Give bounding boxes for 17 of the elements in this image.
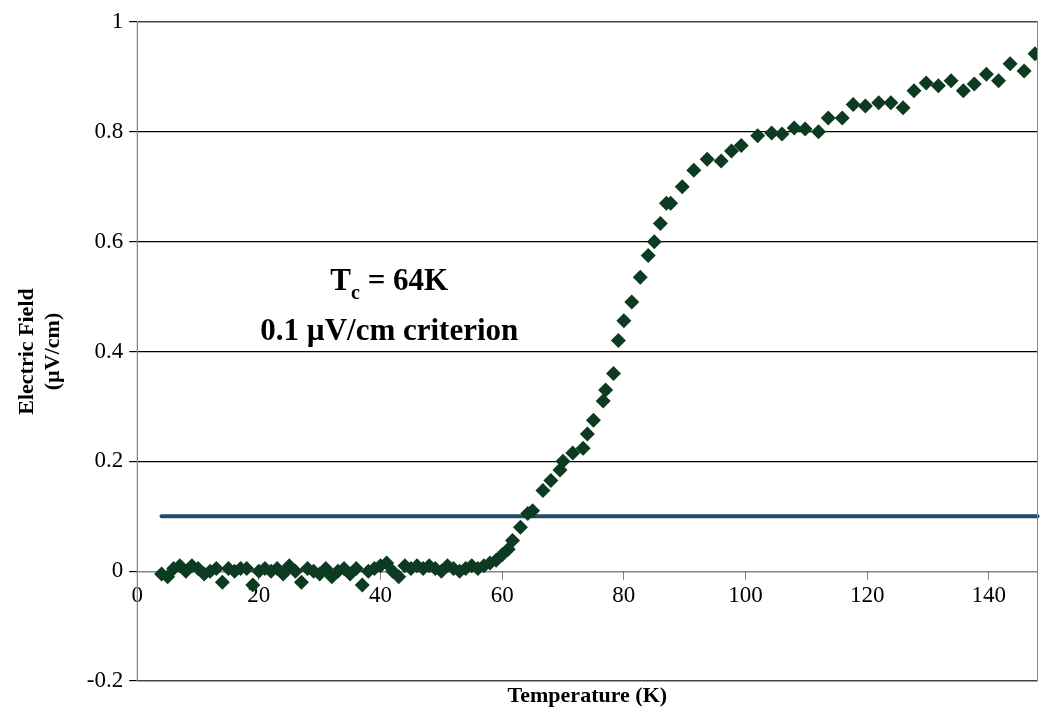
y-tick-label: 0.6 — [94, 227, 124, 253]
y-axis-title: Electric Field (µV/cm) — [12, 288, 65, 415]
x-tick-label: 0 — [131, 582, 143, 608]
x-tick-label: 120 — [849, 582, 885, 608]
y-tick-label: 0.2 — [94, 447, 124, 473]
x-tick-label: 60 — [490, 582, 514, 608]
y-tick-label: 0.4 — [94, 337, 124, 363]
x-tick-label: 40 — [369, 582, 393, 608]
annotation: 0.1 µV/cm criterion — [260, 312, 519, 347]
x-axis-title: Temperature (K) — [507, 681, 668, 707]
y-tick-label: -0.2 — [86, 667, 124, 693]
x-tick-label: 80 — [612, 582, 636, 608]
y-tick-label: 0.8 — [94, 117, 124, 143]
x-tick-label: 100 — [728, 582, 763, 608]
y-tick-label: 0 — [111, 557, 124, 583]
y-tick-label: 1 — [111, 8, 124, 34]
x-tick-label: 140 — [971, 582, 1007, 608]
